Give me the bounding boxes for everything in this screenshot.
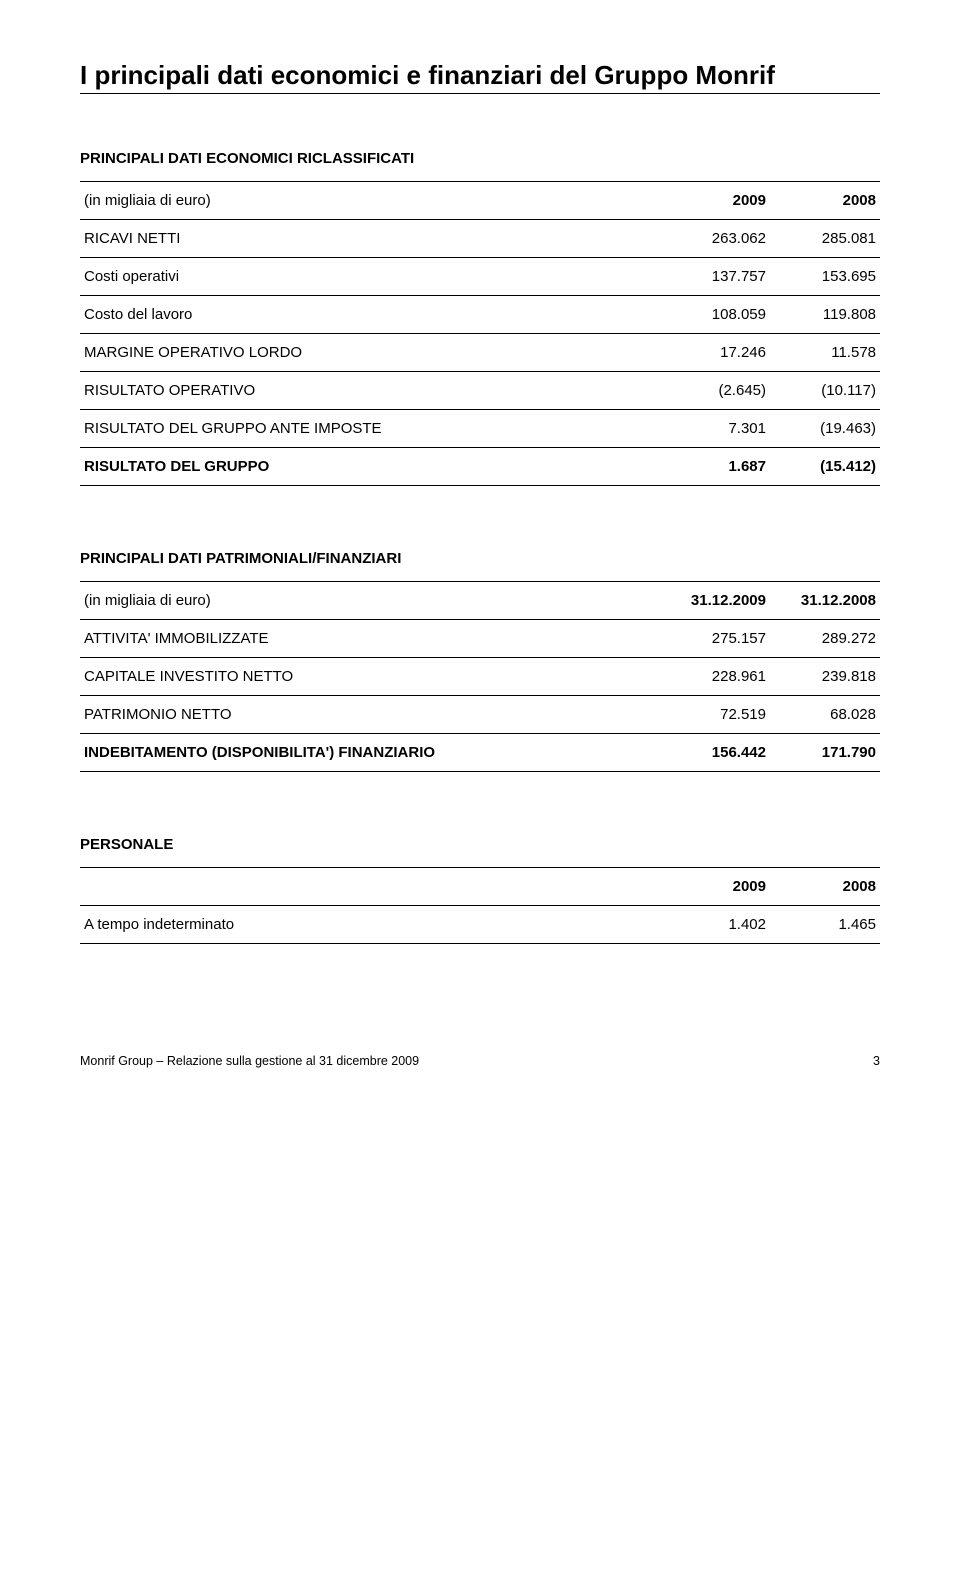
table-row: PATRIMONIO NETTO 72.519 68.028	[80, 696, 880, 734]
row-label: ATTIVITA' IMMOBILIZZATE	[80, 620, 660, 658]
table-patrimoniali: (in migliaia di euro) 31.12.2009 31.12.2…	[80, 581, 880, 772]
table-personale: 2009 2008 A tempo indeterminato 1.402 1.…	[80, 867, 880, 944]
table-row: Costi operativi 137.757 153.695	[80, 258, 880, 296]
row-label: Costo del lavoro	[80, 296, 660, 334]
table-row: RISULTATO OPERATIVO (2.645) (10.117)	[80, 372, 880, 410]
row-v1: 137.757	[660, 258, 770, 296]
row-v1: 263.062	[660, 220, 770, 258]
section-title-3: PERSONALE	[80, 836, 880, 853]
table-header-row: (in migliaia di euro) 31.12.2009 31.12.2…	[80, 582, 880, 620]
table-row: A tempo indeterminato 1.402 1.465	[80, 906, 880, 944]
table-economici: (in migliaia di euro) 2009 2008 RICAVI N…	[80, 181, 880, 486]
row-label: MARGINE OPERATIVO LORDO	[80, 334, 660, 372]
page-title: I principali dati economici e finanziari…	[80, 60, 880, 94]
row-v1: 156.442	[660, 734, 770, 772]
table-header-row: (in migliaia di euro) 2009 2008	[80, 182, 880, 220]
row-v2: 285.081	[770, 220, 880, 258]
row-v2: 1.465	[770, 906, 880, 944]
col-2008: 31.12.2008	[770, 582, 880, 620]
row-v2: 119.808	[770, 296, 880, 334]
col-2009: 2009	[660, 182, 770, 220]
header-label: (in migliaia di euro)	[80, 582, 660, 620]
col-2008: 2008	[770, 868, 880, 906]
col-2008: 2008	[770, 182, 880, 220]
section-title-2: PRINCIPALI DATI PATRIMONIALI/FINANZIARI	[80, 550, 880, 567]
row-v1: 1.687	[660, 448, 770, 486]
row-v2: 171.790	[770, 734, 880, 772]
row-label: RISULTATO DEL GRUPPO	[80, 448, 660, 486]
row-v1: 108.059	[660, 296, 770, 334]
row-v2: (15.412)	[770, 448, 880, 486]
row-label: RISULTATO DEL GRUPPO ANTE IMPOSTE	[80, 410, 660, 448]
row-v1: (2.645)	[660, 372, 770, 410]
row-v2: 239.818	[770, 658, 880, 696]
table-row: INDEBITAMENTO (DISPONIBILITA') FINANZIAR…	[80, 734, 880, 772]
row-v1: 17.246	[660, 334, 770, 372]
row-v2: 289.272	[770, 620, 880, 658]
footer-left: Monrif Group – Relazione sulla gestione …	[80, 1054, 419, 1068]
section-title-1: PRINCIPALI DATI ECONOMICI RICLASSIFICATI	[80, 150, 880, 167]
row-v1: 275.157	[660, 620, 770, 658]
header-label	[80, 868, 660, 906]
row-v1: 72.519	[660, 696, 770, 734]
row-v2: (10.117)	[770, 372, 880, 410]
row-label: INDEBITAMENTO (DISPONIBILITA') FINANZIAR…	[80, 734, 660, 772]
header-label: (in migliaia di euro)	[80, 182, 660, 220]
row-v2: (19.463)	[770, 410, 880, 448]
row-label: RICAVI NETTI	[80, 220, 660, 258]
row-label: PATRIMONIO NETTO	[80, 696, 660, 734]
row-v1: 228.961	[660, 658, 770, 696]
page-footer: Monrif Group – Relazione sulla gestione …	[80, 1054, 880, 1068]
footer-page-number: 3	[873, 1054, 880, 1068]
row-label: Costi operativi	[80, 258, 660, 296]
row-v2: 11.578	[770, 334, 880, 372]
row-v2: 153.695	[770, 258, 880, 296]
row-label: A tempo indeterminato	[80, 906, 660, 944]
table-row: RISULTATO DEL GRUPPO ANTE IMPOSTE 7.301 …	[80, 410, 880, 448]
row-label: RISULTATO OPERATIVO	[80, 372, 660, 410]
row-label: CAPITALE INVESTITO NETTO	[80, 658, 660, 696]
table-row: MARGINE OPERATIVO LORDO 17.246 11.578	[80, 334, 880, 372]
table-row: RISULTATO DEL GRUPPO 1.687 (15.412)	[80, 448, 880, 486]
row-v1: 1.402	[660, 906, 770, 944]
table-header-row: 2009 2008	[80, 868, 880, 906]
row-v2: 68.028	[770, 696, 880, 734]
row-v1: 7.301	[660, 410, 770, 448]
col-2009: 31.12.2009	[660, 582, 770, 620]
table-row: ATTIVITA' IMMOBILIZZATE 275.157 289.272	[80, 620, 880, 658]
table-row: CAPITALE INVESTITO NETTO 228.961 239.818	[80, 658, 880, 696]
col-2009: 2009	[660, 868, 770, 906]
table-row: Costo del lavoro 108.059 119.808	[80, 296, 880, 334]
table-row: RICAVI NETTI 263.062 285.081	[80, 220, 880, 258]
